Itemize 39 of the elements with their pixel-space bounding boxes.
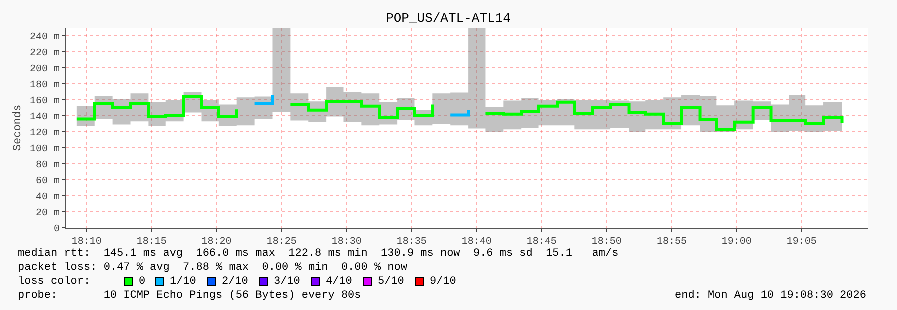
- legend-label: 3/10: [274, 276, 300, 288]
- legend-label: 2/10: [222, 276, 248, 288]
- text: packet loss: 0.47 % avg 7.88 % max 0.00 % min 0.00 % now: [18, 262, 408, 274]
- legend-label: 1/10: [170, 276, 196, 288]
- y-axis-title: Seconds: [12, 104, 25, 152]
- y-tick-label: 220 m: [30, 48, 60, 60]
- legend-label: 9/10: [430, 276, 456, 288]
- y-tick-label: 20 m: [36, 208, 60, 220]
- x-tick-label: 18:45: [526, 237, 557, 248]
- x-tick-label: 18:35: [396, 237, 427, 248]
- y-tick-label: 60 m: [36, 176, 60, 188]
- x-tick-label: 18:20: [202, 237, 232, 248]
- chart-title: POP_US/ATL-ATL14: [386, 11, 512, 26]
- legend-label: 4/10: [326, 276, 352, 288]
- text: median rtt: 145.1 ms avg 166.0 ms max 122.8 ms min 130.9 ms now 9.6 ms sd 15.1 am/s: [18, 248, 619, 260]
- legend-label: 5/10: [378, 276, 404, 288]
- x-tick-label: 18:10: [72, 237, 102, 248]
- x-tick-label: 18:55: [656, 237, 687, 248]
- y-tick-label: 0: [54, 224, 60, 236]
- text: end: Mon Aug 10 19:08:30 2026: [675, 290, 866, 302]
- text: probe: 10 ICMP Echo Pings (56 Bytes) every 80s: [18, 290, 362, 302]
- legend-title: loss color:: [18, 276, 91, 288]
- y-tick-label: 180 m: [30, 80, 60, 92]
- x-tick-label: 18:40: [462, 237, 492, 248]
- x-tick-label: 18:30: [332, 237, 362, 248]
- y-tick-label: 100 m: [30, 144, 60, 156]
- x-tick-label: 19:00: [722, 237, 752, 248]
- y-tick-label: 120 m: [30, 128, 60, 140]
- legend-label: 0: [139, 276, 146, 288]
- x-tick-label: 18:15: [136, 237, 167, 248]
- y-tick-label: 160 m: [30, 96, 60, 108]
- y-tick-label: 140 m: [30, 112, 60, 124]
- x-tick-label: 18:50: [592, 237, 622, 248]
- y-tick-label: 200 m: [30, 64, 60, 76]
- x-tick-label: 19:05: [786, 237, 817, 248]
- y-tick-label: 80 m: [36, 160, 60, 172]
- y-tick-label: 40 m: [36, 192, 60, 204]
- x-tick-label: 18:25: [266, 237, 297, 248]
- y-tick-label: 240 m: [30, 32, 60, 44]
